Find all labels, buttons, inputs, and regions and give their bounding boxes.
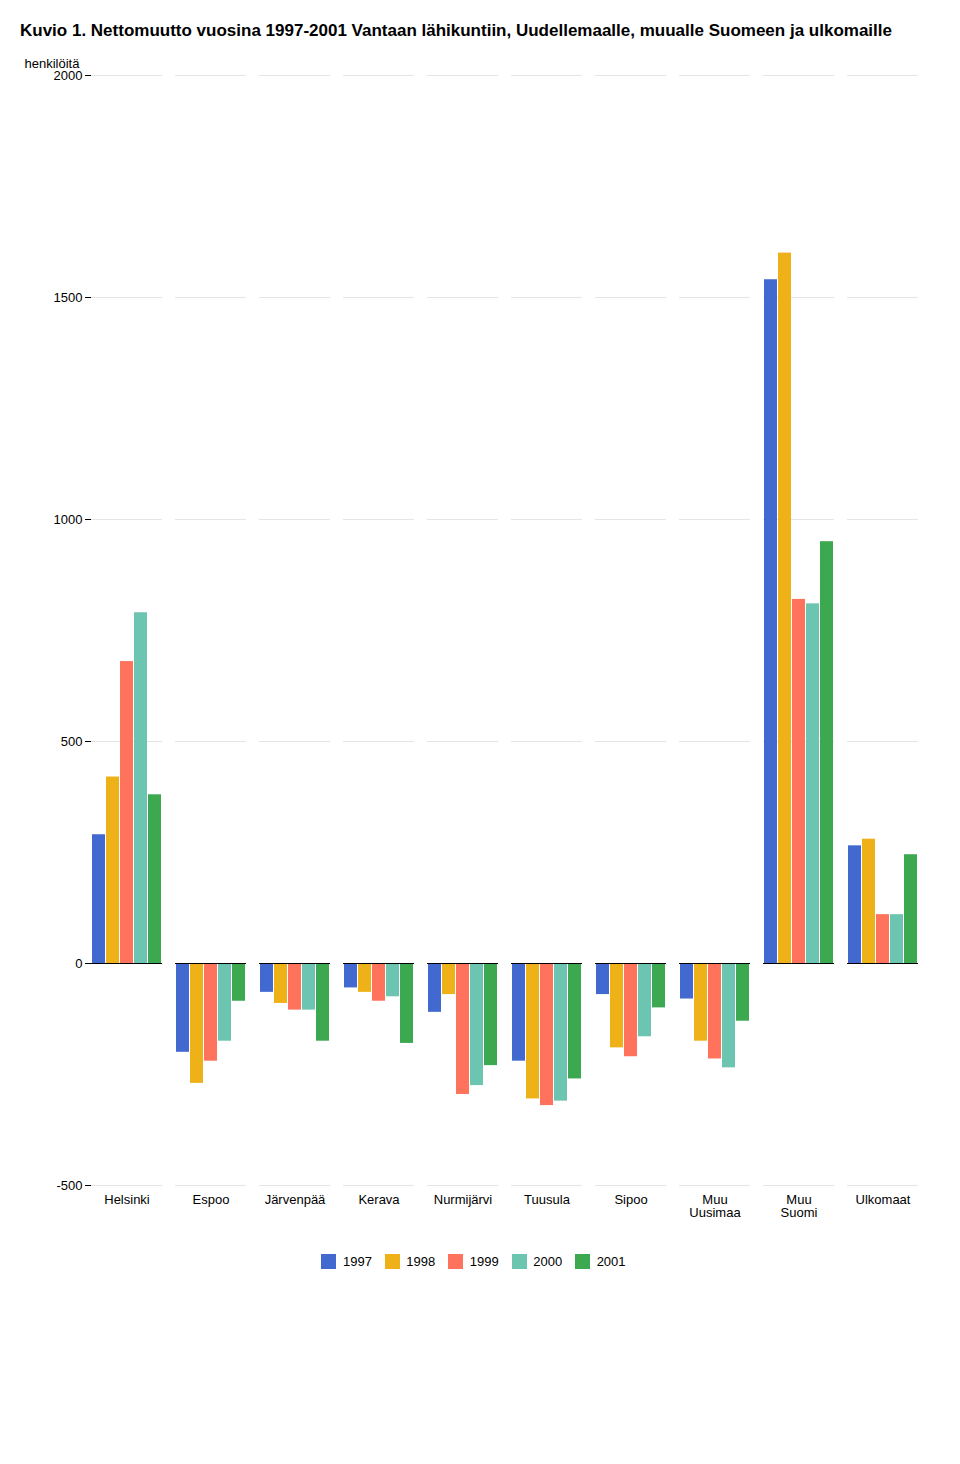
svg-text:MuuUusimaa: MuuUusimaa — [689, 1192, 741, 1220]
svg-text:MuuSuomi: MuuSuomi — [781, 1192, 818, 1220]
svg-text:Espoo: Espoo — [193, 1192, 230, 1207]
svg-text:Kerava: Kerava — [358, 1192, 400, 1207]
svg-text:Tuusula: Tuusula — [524, 1192, 571, 1207]
svg-text:Ulkomaat: Ulkomaat — [856, 1192, 911, 1207]
svg-text:0: 0 — [75, 956, 82, 971]
html-text:1999: 1999 — [469, 1253, 499, 1269]
svg-text:2000: 2000 — [53, 67, 83, 83]
html-text:Kuvio 1. Nettomuutto vuosina 1: Kuvio 1. Nettomuutto vuosina 1997-2001 V… — [20, 21, 892, 40]
svg-text:Sipoo: Sipoo — [614, 1192, 647, 1207]
svg-text:1500: 1500 — [54, 290, 83, 305]
svg-text:henkilöitä: henkilöitä — [25, 56, 81, 71]
svg-text:-500: -500 — [56, 1178, 82, 1193]
html-text:1998: 1998 — [406, 1253, 436, 1269]
html-text:2001: 2001 — [596, 1253, 626, 1269]
svg-text:500: 500 — [61, 734, 83, 749]
svg-text:Helsinki: Helsinki — [104, 1192, 150, 1207]
html-text:2000: 2000 — [533, 1253, 563, 1269]
svg-text:1000: 1000 — [54, 512, 83, 527]
html-text:1997: 1997 — [342, 1253, 372, 1269]
svg-text:Nurmijärvi: Nurmijärvi — [434, 1192, 493, 1207]
svg-text:Järvenpää: Järvenpää — [265, 1192, 326, 1207]
